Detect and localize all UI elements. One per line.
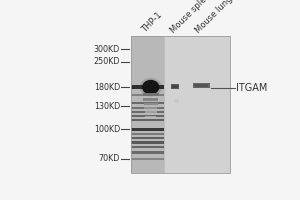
Bar xyxy=(130,137,164,139)
Bar xyxy=(172,85,178,88)
Bar xyxy=(193,83,209,88)
Bar xyxy=(130,128,164,131)
Text: ITGAM: ITGAM xyxy=(236,83,268,93)
Bar xyxy=(130,133,164,135)
Ellipse shape xyxy=(140,78,162,96)
Bar xyxy=(130,111,164,113)
Bar xyxy=(144,103,158,105)
Text: 180KD: 180KD xyxy=(94,83,120,92)
Text: 100KD: 100KD xyxy=(94,125,120,134)
Bar xyxy=(130,146,164,148)
Bar xyxy=(164,36,230,173)
Text: 250KD: 250KD xyxy=(94,57,120,66)
Bar xyxy=(130,141,164,144)
Bar xyxy=(130,119,164,121)
Text: 130KD: 130KD xyxy=(94,102,120,111)
Bar xyxy=(130,151,164,154)
Bar xyxy=(130,36,164,173)
Bar xyxy=(173,99,179,103)
Bar xyxy=(130,102,164,104)
Bar xyxy=(143,98,158,101)
Bar xyxy=(146,116,156,117)
Bar xyxy=(130,158,164,160)
Bar xyxy=(145,111,157,113)
Text: 300KD: 300KD xyxy=(94,45,120,54)
Bar xyxy=(144,107,157,109)
Ellipse shape xyxy=(142,80,159,94)
Bar xyxy=(130,94,164,96)
Bar xyxy=(130,107,164,109)
Text: THP-1: THP-1 xyxy=(140,11,164,35)
Bar xyxy=(142,93,159,96)
Bar xyxy=(130,36,230,173)
Bar xyxy=(130,115,164,117)
Text: Mouse spleen: Mouse spleen xyxy=(168,0,216,35)
Bar xyxy=(171,84,179,89)
Text: 70KD: 70KD xyxy=(99,154,120,163)
Bar xyxy=(194,84,208,87)
Bar xyxy=(130,85,164,89)
Text: Mouse lung: Mouse lung xyxy=(194,0,235,35)
